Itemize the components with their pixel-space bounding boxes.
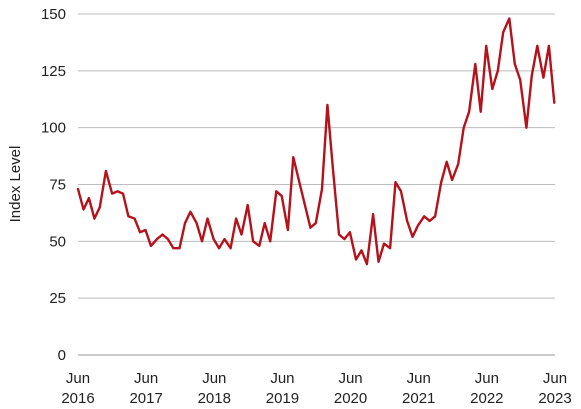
y-tick-label: 100 xyxy=(41,120,66,137)
y-tick-label: 0 xyxy=(58,347,66,364)
y-tick-label: 125 xyxy=(41,63,66,80)
x-tick-label: Jun 2019 xyxy=(266,370,299,407)
x-tick-label: Jun 2018 xyxy=(198,370,231,407)
y-tick-label: 25 xyxy=(49,290,66,307)
series-lines xyxy=(76,17,556,266)
x-tick-month: Jun xyxy=(270,370,294,387)
x-tick-month: Jun xyxy=(543,370,567,387)
x-tick-year: 2017 xyxy=(129,390,162,407)
x-tick-month: Jun xyxy=(338,370,362,387)
x-tick-labels: Jun 2016 Jun 2017 Jun 2018 Jun 2019 Jun 2020 Jun 20… xyxy=(61,370,571,407)
y-tick-label: 150 xyxy=(41,6,66,23)
x-tick-label: Jun 2016 xyxy=(61,370,94,407)
y-axis-label: Index Level xyxy=(7,146,24,223)
x-tick-year: 2020 xyxy=(334,390,367,407)
x-tick-label: Jun 2021 xyxy=(402,370,435,407)
y-tick-label: 75 xyxy=(49,177,66,194)
series-line-0 xyxy=(76,17,556,266)
x-tick-month: Jun xyxy=(475,370,499,387)
x-tick-month: Jun xyxy=(66,370,90,387)
x-tick-label: Jun 2023 xyxy=(538,370,571,407)
x-tick-month: Jun xyxy=(134,370,158,387)
x-tick-label: Jun 2017 xyxy=(129,370,162,407)
x-tick-month: Jun xyxy=(202,370,226,387)
y-tick-labels: 0 25 50 75 100 125 150 xyxy=(41,6,66,364)
gridlines xyxy=(78,13,555,356)
x-tick-year: 2021 xyxy=(402,390,435,407)
x-tick-year: 2019 xyxy=(266,390,299,407)
x-tick-label: Jun 2022 xyxy=(470,370,503,407)
x-tick-year: 2016 xyxy=(61,390,94,407)
x-tick-label: Jun 2020 xyxy=(334,370,367,407)
x-tick-month: Jun xyxy=(407,370,431,387)
y-tick-label: 50 xyxy=(49,233,66,250)
x-tick-year: 2018 xyxy=(198,390,231,407)
x-tick-year: 2023 xyxy=(538,390,571,407)
x-tick-year: 2022 xyxy=(470,390,503,407)
